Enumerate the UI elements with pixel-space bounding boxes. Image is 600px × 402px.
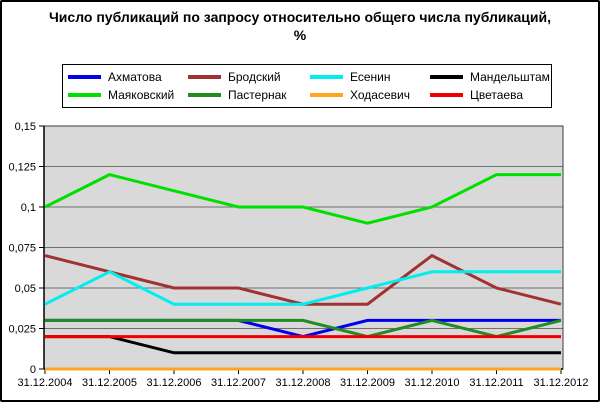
x-axis-tick-label: 31.12.2010 bbox=[404, 377, 459, 389]
y-axis-tick-label: 0,15 bbox=[15, 121, 36, 133]
x-axis-tick-label: 31.12.2005 bbox=[82, 377, 137, 389]
legend-label-khodasevich: Ходасевич bbox=[350, 88, 410, 103]
x-axis-tick-label: 31.12.2006 bbox=[146, 377, 201, 389]
legend-item-brodsky: Бродский bbox=[188, 68, 310, 86]
series-line-mandelstam bbox=[45, 335, 561, 355]
y-axis-tick-label: 0,075 bbox=[8, 243, 36, 255]
y-axis-tick-label: 0,1 bbox=[21, 202, 36, 214]
x-axis-tick-label: 31.12.2011 bbox=[469, 377, 523, 389]
legend-label-brodsky: Бродский bbox=[228, 69, 281, 84]
chart-title-line1: Число публикаций по запросу относительно… bbox=[48, 9, 552, 25]
legend-line-swatch-mayakovsky bbox=[68, 93, 101, 98]
legend-label-yesenin: Есенин bbox=[350, 69, 391, 84]
legend-line-swatch-yesenin bbox=[310, 74, 343, 79]
legend-label-pasternak: Пастернак bbox=[228, 88, 287, 103]
x-axis-tick-label: 31.12.2004 bbox=[17, 377, 72, 389]
legend-line-swatch-akhmatova bbox=[68, 74, 101, 79]
x-axis-tick-label: 31.12.2012 bbox=[533, 377, 588, 389]
x-axis-tick-label: 31.12.2007 bbox=[211, 377, 266, 389]
legend-item-tsvetaeva: Цветаева bbox=[430, 86, 550, 104]
legend-line-swatch-khodasevich bbox=[310, 93, 343, 98]
legend: Ахматова Бродский Есенин Мандельштам Маяковс… bbox=[62, 64, 552, 108]
x-axis-tick-label: 31.12.2008 bbox=[275, 377, 330, 389]
legend-label-akhmatova: Ахматова bbox=[108, 69, 162, 84]
legend-item-mayakovsky: Маяковский bbox=[68, 86, 188, 104]
legend-item-akhmatova: Ахматова bbox=[68, 68, 188, 86]
legend-line-swatch-brodsky bbox=[188, 74, 221, 79]
legend-line-swatch-tsvetaeva bbox=[430, 93, 463, 98]
legend-line-swatch-mandelstam bbox=[430, 74, 463, 79]
series-line-mayakovsky bbox=[44, 173, 561, 225]
legend-item-pasternak: Пастернак bbox=[188, 86, 310, 104]
series-line-yesenin bbox=[44, 270, 561, 306]
legend-label-tsvetaeva: Цветаева bbox=[470, 88, 524, 103]
chart-title: Число публикаций по запросу относительно… bbox=[2, 8, 598, 44]
legend-label-mandelstam: Мандельштам bbox=[470, 69, 550, 84]
legend-line-swatch-pasternak bbox=[188, 93, 221, 98]
series-line-pasternak bbox=[45, 318, 562, 339]
y-axis-tick-label: 0,05 bbox=[15, 283, 36, 295]
x-axis-tick-label: 31.12.2009 bbox=[340, 377, 395, 389]
legend-item-mandelstam: Мандельштам bbox=[430, 68, 550, 86]
y-axis-tick-label: 0 bbox=[30, 364, 36, 376]
legend-item-khodasevich: Ходасевич bbox=[310, 86, 430, 104]
y-axis-tick-label: 0,025 bbox=[8, 324, 36, 336]
y-axis-tick-label: 0,125 bbox=[8, 162, 36, 174]
legend-item-yesenin: Есенин bbox=[310, 68, 430, 86]
chart-title-line2: % bbox=[293, 27, 307, 43]
legend-label-mayakovsky: Маяковский bbox=[108, 88, 175, 103]
